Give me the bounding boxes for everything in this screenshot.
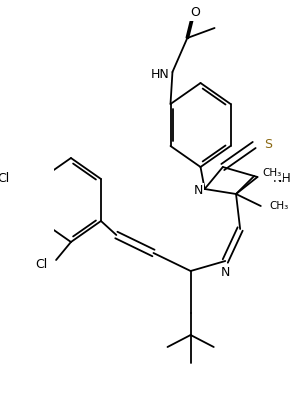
Text: NH: NH: [272, 173, 291, 186]
Text: Cl: Cl: [36, 258, 48, 272]
Text: O: O: [190, 7, 200, 20]
Text: CH₃: CH₃: [269, 201, 288, 211]
Text: N: N: [193, 184, 203, 198]
Text: CH₃: CH₃: [262, 168, 282, 178]
Text: S: S: [264, 139, 272, 151]
Text: HN: HN: [150, 67, 169, 81]
Text: Cl: Cl: [0, 173, 10, 186]
Text: N: N: [221, 267, 230, 279]
